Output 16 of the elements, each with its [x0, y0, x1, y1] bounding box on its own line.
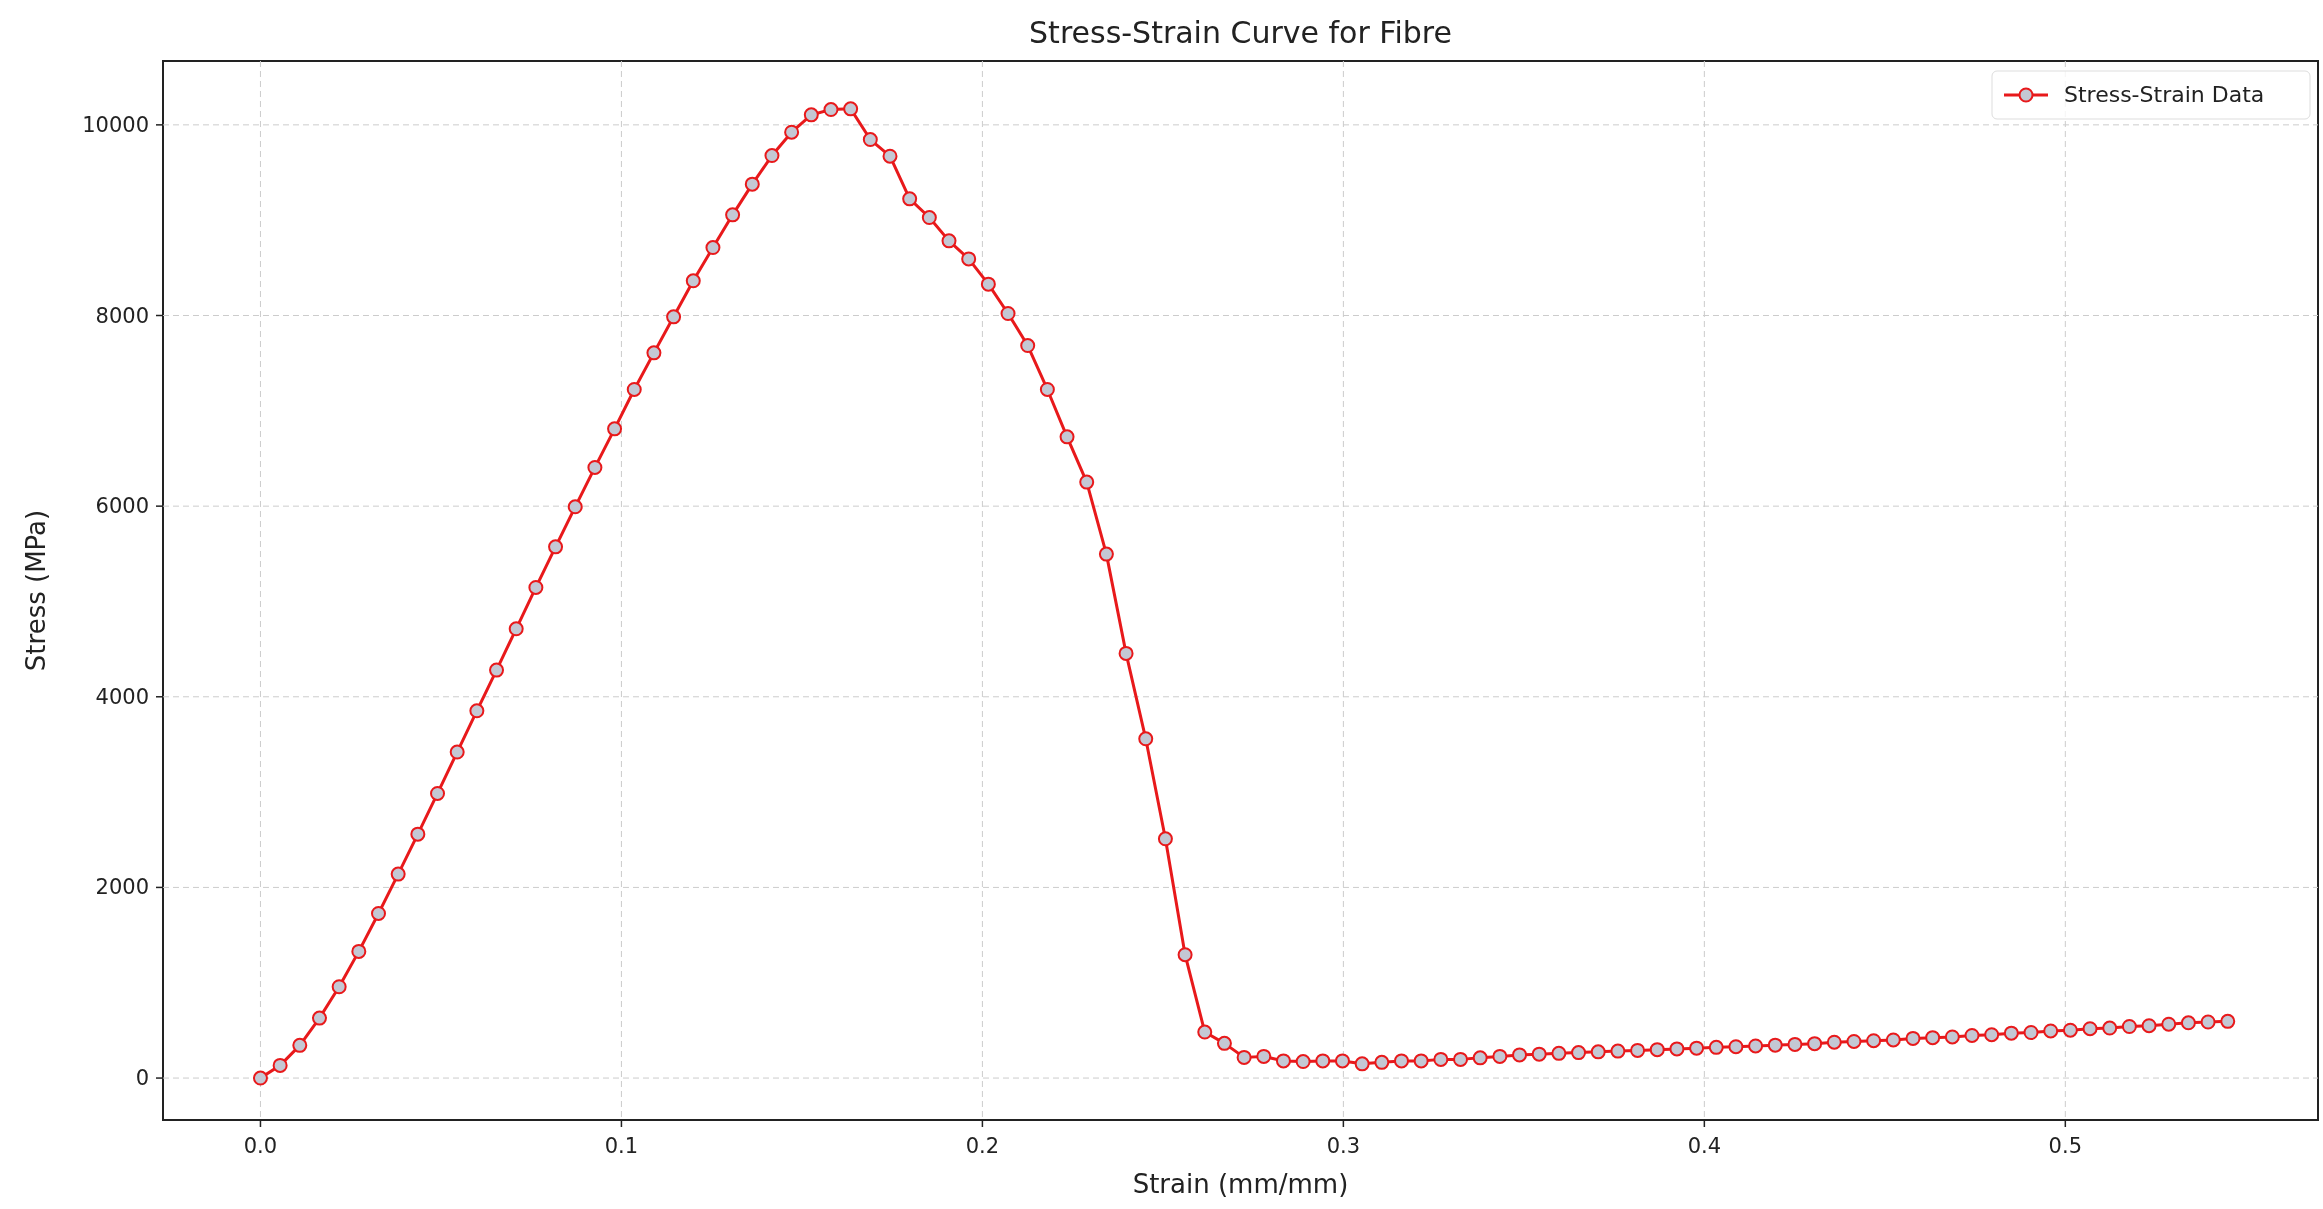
x-tick-label: 0.5 [2048, 1134, 2083, 1158]
x-tick-label: 0.0 [243, 1134, 278, 1158]
x-tick-label: 0.3 [1326, 1134, 1361, 1158]
x-tick-label: 0.1 [604, 1134, 639, 1158]
y-axis-title: Stress (MPa) [21, 509, 51, 672]
x-tick-label: 0.4 [1687, 1134, 1722, 1158]
x-tick-label: 0.2 [965, 1134, 1000, 1158]
legend-label: Stress-Strain Data [2064, 82, 2265, 107]
chart-title: Stress-Strain Curve for Fibre [1029, 15, 1452, 50]
y-tick-label: 6000 [95, 494, 149, 519]
y-tick-label: 8000 [95, 303, 149, 328]
y-tick-label: 0 [135, 1066, 149, 1091]
x-axis-title: Strain (mm/mm) [1132, 1169, 1349, 1199]
y-tick-label: 2000 [95, 875, 149, 900]
y-tick-label: 4000 [95, 684, 149, 709]
y-tick-label: 10000 [82, 112, 149, 137]
